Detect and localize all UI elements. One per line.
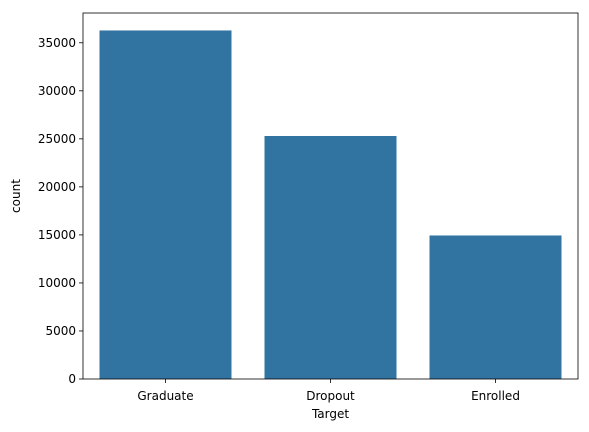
bar-dropout [264, 135, 397, 379]
y-tick-label: 5000 [45, 324, 76, 338]
x-axis-label: Target [311, 407, 349, 421]
x-tick-label: Enrolled [471, 389, 520, 403]
plot-frame [82, 12, 579, 380]
y-tick-label: 0 [68, 372, 76, 386]
x-tick-label: Graduate [137, 389, 193, 403]
y-tick-label: 25000 [38, 132, 76, 146]
x-tick-label: Dropout [306, 389, 355, 403]
bar-graduate [99, 30, 232, 379]
x-ticks-group: Graduate Dropout Enrolled [137, 379, 520, 403]
bars-group [99, 30, 562, 379]
y-tick-label: 20000 [38, 180, 76, 194]
y-tick-label: 30000 [38, 84, 76, 98]
y-tick-label: 35000 [38, 36, 76, 50]
bar-enrolled [429, 235, 562, 379]
y-tick-label: 10000 [38, 276, 76, 290]
y-ticks-group: 0 5000 10000 15000 20000 25000 30000 35000 [38, 36, 83, 386]
y-axis-label: count [9, 179, 23, 213]
y-tick-label: 15000 [38, 228, 76, 242]
